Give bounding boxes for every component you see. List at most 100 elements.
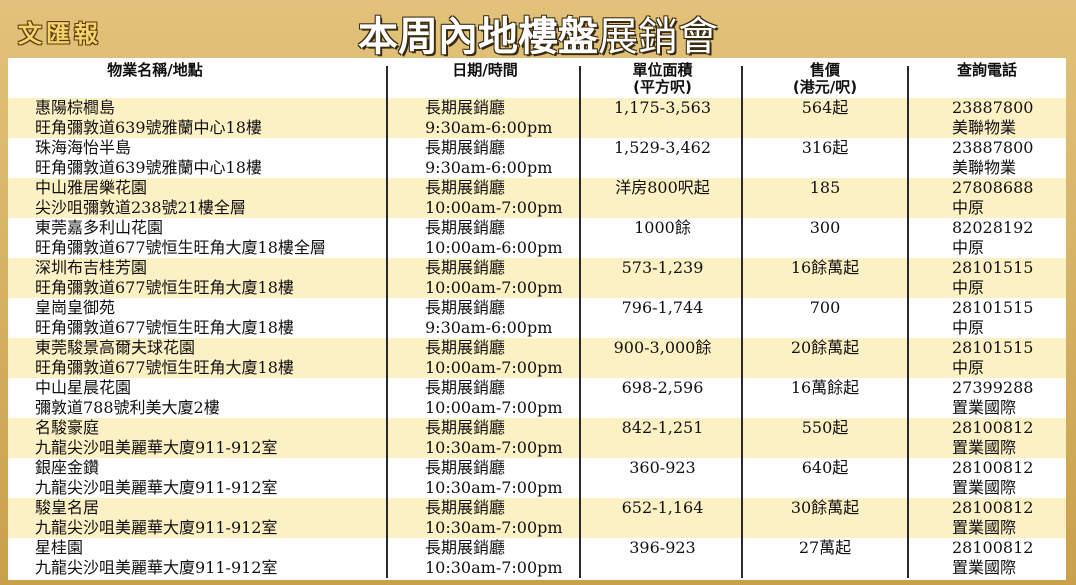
column-header: 單位面積 [632, 61, 693, 79]
row-stripe [8, 178, 1066, 218]
column-divider [907, 66, 909, 578]
area: 842-1,251 [621, 418, 704, 437]
hall: 長期展銷廳 [425, 258, 506, 277]
time: 10:00am-7:00pm [425, 358, 563, 377]
time: 10:00am-7:00pm [425, 398, 563, 417]
address: 九龍尖沙咀美麗華大廈911-912室 [35, 518, 278, 537]
property-name: 惠陽棕櫚島 [35, 98, 116, 117]
phone: 28100812 [952, 498, 1034, 517]
row-stripe [8, 98, 1066, 138]
agent: 美聯物業 [952, 118, 1017, 137]
agent: 置業國際 [952, 558, 1017, 577]
address: 九龍尖沙咀美麗華大廈911-912室 [35, 558, 278, 577]
title-bold: 本周內地樓盤 [358, 14, 598, 60]
price: 300 [809, 218, 841, 237]
hall: 長期展銷廳 [425, 378, 506, 397]
time: 9:30am-6:00pm [425, 318, 553, 337]
agent: 置業國際 [952, 398, 1017, 417]
column-header: (港元/呎) [792, 78, 858, 96]
logo: 文匯報 [18, 19, 102, 48]
phone: 28100812 [952, 538, 1034, 557]
agent: 中原 [952, 238, 985, 257]
property-name: 珠海海怡半島 [35, 138, 132, 157]
time: 10:00am-7:00pm [425, 198, 563, 217]
row-stripe [8, 258, 1066, 298]
price: 30餘萬起 [790, 498, 860, 517]
hall: 長期展銷廳 [425, 418, 506, 437]
property-name: 東莞嘉多利山花園 [35, 218, 164, 237]
property-name: 中山星晨花園 [35, 378, 132, 397]
area: 1,529-3,462 [613, 138, 711, 157]
time: 10:30am-7:00pm [425, 558, 563, 577]
column-divider [741, 66, 743, 578]
column-header: 查詢電話 [956, 61, 1017, 79]
property-name: 中山雅居樂花園 [35, 178, 148, 197]
phone: 23887800 [952, 138, 1034, 157]
price: 316起 [801, 138, 849, 157]
time: 10:30am-7:00pm [425, 438, 563, 457]
area: 900-3,000餘 [613, 338, 712, 357]
price: 20餘萬起 [790, 338, 860, 357]
address: 旺角彌敦道639號雅蘭中心18樓 [35, 158, 262, 177]
area: 796-1,744 [621, 298, 704, 317]
price: 27萬起 [798, 538, 852, 557]
phone: 27399288 [952, 378, 1034, 397]
address: 尖沙咀彌敦道238號21樓全層 [35, 198, 246, 217]
address: 九龍尖沙咀美麗華大廈911-912室 [35, 478, 278, 497]
address: 旺角彌敦道639號雅蘭中心18樓 [35, 118, 262, 137]
title-light: 展銷會 [598, 14, 718, 60]
column-header: 物業名稱/地點 [107, 61, 203, 79]
column-header: 日期/時間 [452, 61, 518, 79]
hall: 長期展銷廳 [425, 498, 506, 517]
area: 洋房800呎起 [615, 178, 710, 197]
address: 旺角彌敦道677號恒生旺角大廈18樓 [35, 358, 294, 377]
column-header: (平方呎) [633, 78, 692, 96]
address: 旺角彌敦道677號恒生旺角大廈18樓 [35, 318, 294, 337]
price: 700 [809, 298, 841, 317]
area: 652-1,164 [621, 498, 704, 517]
property-name: 東莞駿景高爾夫球花園 [35, 338, 196, 357]
address: 旺角彌敦道677號恒生旺角大廈18樓 [35, 278, 294, 297]
column-header: 售價 [809, 61, 840, 79]
hall: 長期展銷廳 [425, 98, 506, 117]
agent: 中原 [952, 318, 985, 337]
column-divider [386, 66, 388, 578]
area: 360-923 [629, 458, 696, 477]
hall: 長期展銷廳 [425, 298, 506, 317]
time: 10:00am-7:00pm [425, 278, 563, 297]
phone: 82028192 [952, 218, 1034, 237]
phone: 28101515 [952, 258, 1034, 277]
address: 彌敦道788號利美大廈2樓 [35, 398, 220, 417]
property-name: 深圳布吉桂芳園 [35, 258, 148, 277]
phone: 28100812 [952, 418, 1034, 437]
agent: 置業國際 [952, 518, 1017, 537]
property-name: 皇崗皇御苑 [35, 298, 116, 317]
table-bg [8, 58, 1066, 580]
price: 16餘萬起 [790, 258, 860, 277]
hall: 長期展銷廳 [425, 338, 506, 357]
area: 573-1,239 [621, 258, 704, 277]
agent: 美聯物業 [952, 158, 1017, 177]
time: 9:30am-6:00pm [425, 158, 553, 177]
time: 9:30am-6:00pm [425, 118, 553, 137]
row-stripe [8, 498, 1066, 538]
agent: 中原 [952, 198, 985, 217]
hall: 長期展銷廳 [425, 178, 506, 197]
row-stripe [8, 418, 1066, 458]
agent: 中原 [952, 358, 985, 377]
column-divider [579, 66, 581, 578]
hall: 長期展銷廳 [425, 538, 506, 557]
property-name: 星桂園 [35, 538, 84, 557]
phone: 23887800 [952, 98, 1034, 117]
area: 1,175-3,563 [613, 98, 711, 117]
property-name: 駿皇名居 [35, 498, 100, 517]
price: 185 [809, 178, 841, 197]
row-stripe [8, 338, 1066, 378]
area: 698-2,596 [621, 378, 704, 397]
price: 16萬餘起 [790, 378, 860, 397]
hall: 長期展銷廳 [425, 218, 506, 237]
phone: 27808688 [952, 178, 1034, 197]
agent: 置業國際 [952, 438, 1017, 457]
area: 1000餘 [634, 218, 691, 237]
